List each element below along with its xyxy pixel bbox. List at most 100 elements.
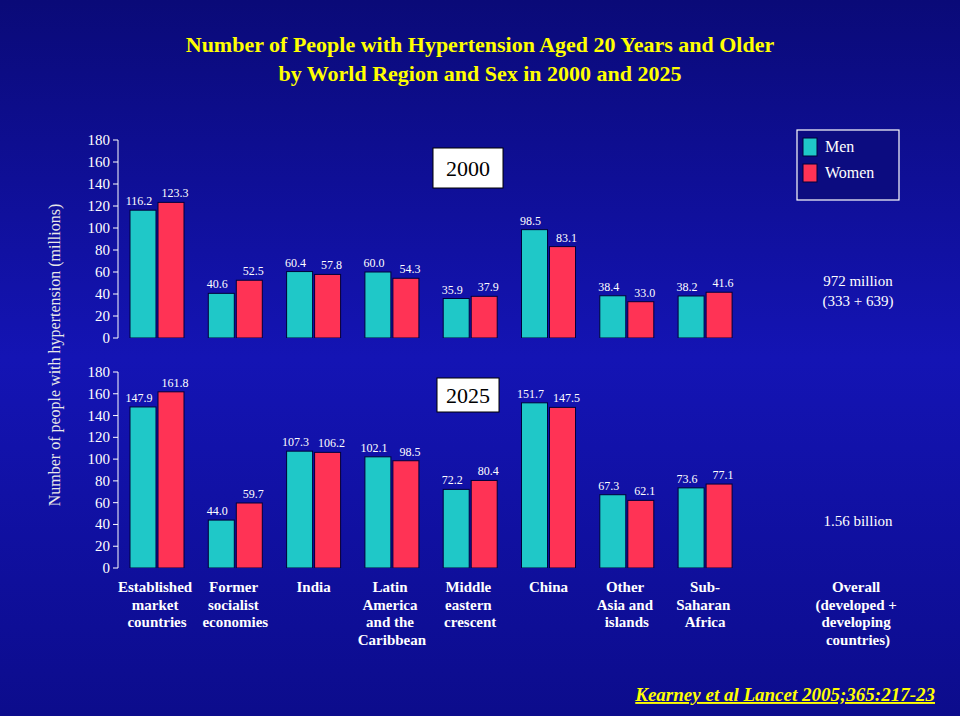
legend-swatch <box>803 138 817 156</box>
data-label: 151.7 <box>517 387 544 401</box>
bar <box>550 407 576 568</box>
bar <box>365 457 391 568</box>
y-tick-label: 160 <box>88 154 111 170</box>
x-tick-label-line: eastern <box>445 597 495 613</box>
data-label: 60.4 <box>285 256 306 270</box>
y-tick-label: 20 <box>95 538 110 554</box>
bar <box>706 484 732 568</box>
x-tick-label: Established market countries <box>118 579 196 630</box>
y-tick <box>113 228 118 229</box>
y-tick-label: 40 <box>95 286 110 302</box>
bar <box>471 296 497 338</box>
x-tick-label: Middle eastern crescent <box>444 579 496 630</box>
data-label: 38.2 <box>677 280 698 294</box>
y-tick <box>113 502 118 503</box>
x-tick-label-line: economies <box>202 614 268 630</box>
y-tick-label: 180 <box>88 132 111 148</box>
bar <box>550 247 576 338</box>
bar <box>471 480 497 568</box>
legend-label: Men <box>825 138 854 155</box>
legend-label: Women <box>825 164 874 181</box>
background <box>0 0 960 716</box>
data-labels: 116.240.660.460.035.998.538.438.2123.352… <box>126 186 734 299</box>
bar <box>443 489 469 568</box>
data-label: 72.2 <box>442 473 463 487</box>
y-tick <box>113 480 118 481</box>
y-tick-label: 60 <box>95 264 110 280</box>
bar <box>628 302 654 338</box>
y-tick <box>113 415 118 416</box>
legend-box <box>797 130 899 200</box>
data-label: 73.6 <box>677 472 698 486</box>
data-label: 107.3 <box>282 435 309 449</box>
x-tick-label-line: China <box>529 579 569 595</box>
bar <box>208 293 234 338</box>
y-tick-label: 0 <box>103 330 111 346</box>
annotation: 1.56 billion <box>823 513 893 529</box>
y-tick <box>113 250 118 251</box>
bar <box>158 392 184 568</box>
data-label: 59.7 <box>243 487 264 501</box>
data-label: 37.9 <box>478 280 499 294</box>
bar <box>600 296 626 338</box>
bar <box>522 230 548 338</box>
y-tick-label: 100 <box>88 451 111 467</box>
data-label: 67.3 <box>598 479 619 493</box>
y-tick-label: 140 <box>88 408 111 424</box>
x-tick-label: China <box>529 579 569 595</box>
data-label: 77.1 <box>713 468 734 482</box>
bar <box>628 500 654 568</box>
x-tick-label-line: islands <box>605 614 649 630</box>
x-tick-label: Overall (developed + developing countrie… <box>815 579 900 649</box>
y-tick <box>113 162 118 163</box>
x-tick-label: Former socialist economies <box>202 579 268 630</box>
y-tick <box>113 372 118 373</box>
data-label: 35.9 <box>442 283 463 297</box>
bar <box>678 488 704 568</box>
data-label: 106.2 <box>318 436 345 450</box>
bar <box>130 210 156 338</box>
bar <box>236 280 262 338</box>
x-tick-label-line: crescent <box>444 614 496 630</box>
data-label: 83.1 <box>556 231 577 245</box>
data-label: 40.6 <box>207 277 228 291</box>
bar <box>315 452 341 568</box>
data-label: 33.0 <box>634 286 655 300</box>
y-tick <box>113 140 118 141</box>
x-tick-label-line: Latin <box>373 579 412 595</box>
bar <box>706 292 732 338</box>
bars <box>130 202 732 338</box>
y-axis-line <box>118 372 119 568</box>
bar <box>443 299 469 338</box>
panel-label: 2000 <box>446 156 490 181</box>
bar <box>158 202 184 338</box>
y-tick-label: 0 <box>103 560 111 576</box>
y-tick <box>113 568 118 569</box>
data-label: 161.8 <box>162 376 189 390</box>
data-label: 147.9 <box>126 391 153 405</box>
y-tick-label: 80 <box>95 242 110 258</box>
data-label: 62.1 <box>634 484 655 498</box>
x-tick-label-line: Africa <box>685 614 726 630</box>
title-line: Number of People with Hypertension Aged … <box>186 32 775 57</box>
data-label: 44.0 <box>207 504 228 518</box>
data-label: 98.5 <box>399 445 420 459</box>
annotation: 972 million <box>823 273 893 289</box>
x-tick-label-line: Middle <box>445 579 495 595</box>
panel: 020406080100120140160180116.240.660.460.… <box>88 130 900 346</box>
y-tick <box>113 316 118 317</box>
legend-swatch <box>803 164 817 182</box>
data-label: 60.0 <box>363 256 384 270</box>
y-tick <box>113 272 118 273</box>
x-tick-label-line: countries <box>127 614 186 630</box>
title-line: by World Region and Sex in 2000 and 2025 <box>278 61 681 86</box>
x-tick-label-line: Saharan <box>676 597 734 613</box>
bar <box>600 495 626 568</box>
data-label: 116.2 <box>126 194 153 208</box>
y-tick <box>113 338 118 339</box>
bar <box>208 520 234 568</box>
panel-label-box <box>437 378 499 412</box>
chart: Number of People with Hypertension Aged … <box>0 0 960 716</box>
bar <box>236 503 262 568</box>
panel-label: 2025 <box>446 383 490 408</box>
